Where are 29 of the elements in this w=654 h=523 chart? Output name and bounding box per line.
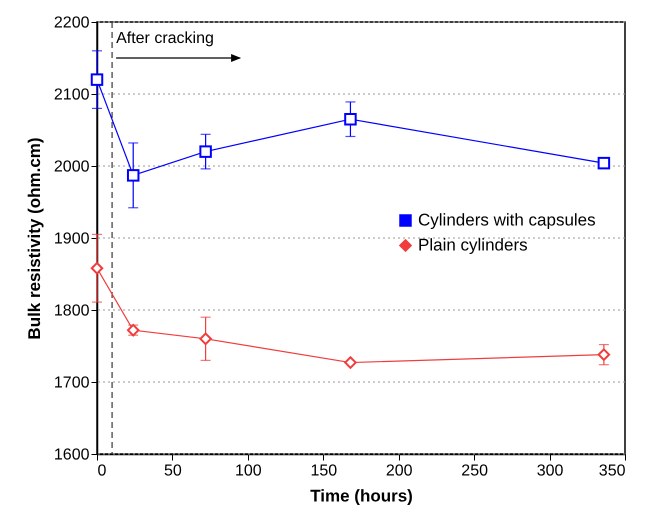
x-tick-label: 100 [235, 462, 262, 480]
point [598, 348, 610, 361]
ref-line-label: After cracking [116, 30, 214, 47]
point [344, 356, 357, 369]
legend-label: Plain cylinders [418, 236, 528, 254]
point [199, 332, 212, 346]
x-tick-label: 200 [386, 462, 413, 480]
x-tick-label: 250 [461, 462, 488, 480]
point [598, 156, 610, 170]
legend-label: Cylinders with capsules [418, 210, 596, 230]
y-tick-label: 1900 [54, 230, 90, 248]
point [90, 73, 104, 86]
point [199, 145, 212, 158]
x-tick-label: 150 [310, 462, 338, 480]
point [126, 169, 140, 182]
x-tick-label: 350 [598, 462, 626, 480]
x-tick-label: 300 [536, 462, 564, 480]
y-axis-title: Bulk resistivity (ohm.cm) [24, 137, 44, 340]
point [344, 112, 357, 126]
x-axis-title: Time (hours) [310, 486, 413, 506]
x-tick-label: 50 [164, 462, 182, 480]
y-tick-label: 1600 [54, 446, 90, 464]
x-tick-label: 0 [98, 462, 106, 480]
point [90, 262, 104, 274]
y-tick-label: 1800 [54, 302, 90, 320]
y-tick-label: 2200 [54, 14, 90, 32]
y-tick-label: 2000 [54, 158, 90, 176]
y-tick-label: 2100 [54, 86, 90, 104]
y-tick-label: 1700 [54, 374, 90, 392]
